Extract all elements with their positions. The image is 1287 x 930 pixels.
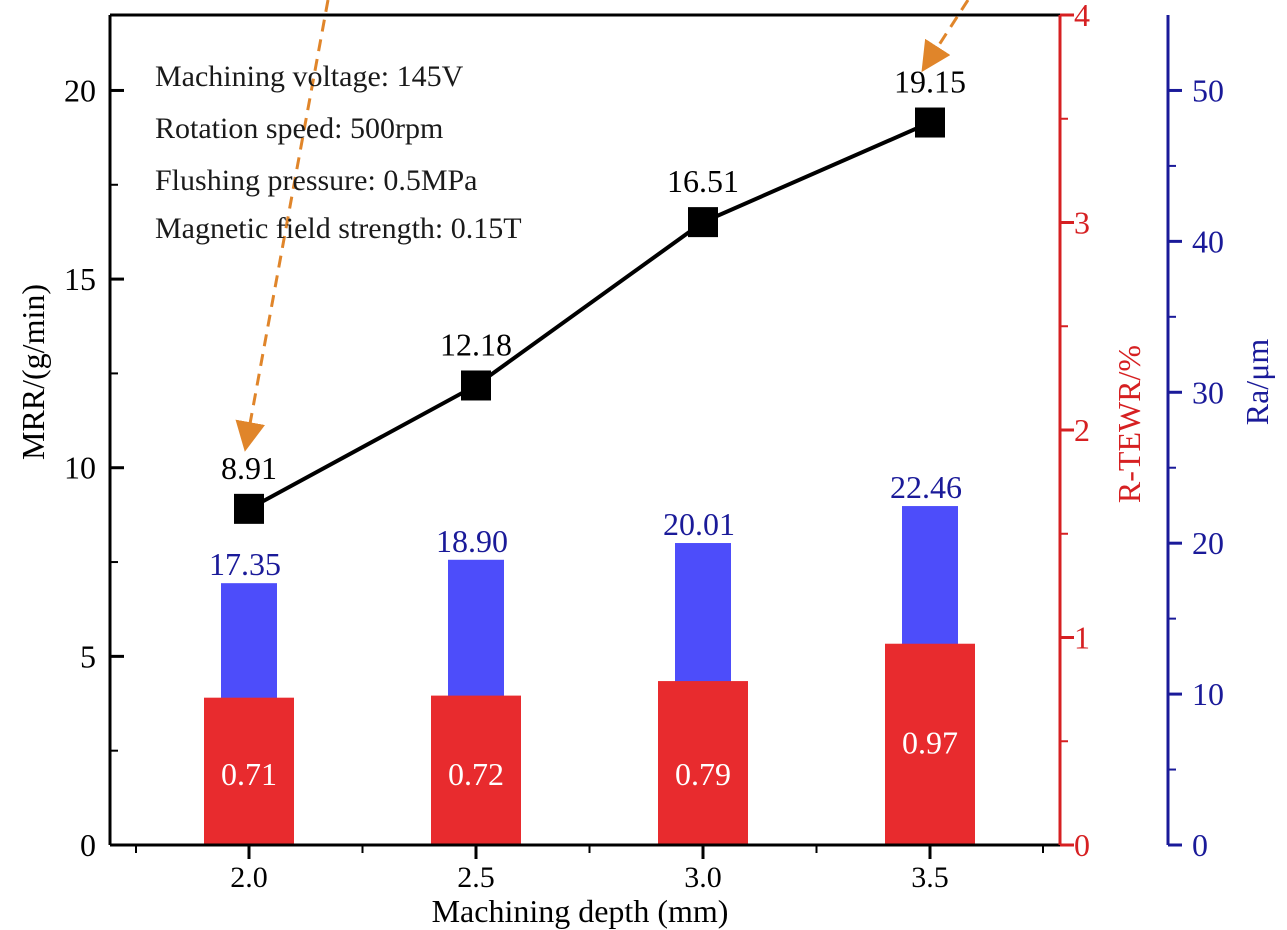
mrr-value-label-0: 8.91 bbox=[221, 450, 277, 486]
annotation-rotation-speed: Rotation speed: 500rpm bbox=[155, 112, 443, 145]
arrow-to-first-point bbox=[235, 0, 330, 452]
tewr-bar-2 bbox=[658, 681, 748, 845]
right-inner-tick-label-4: 4 bbox=[1074, 0, 1090, 33]
annotation-magnetic-field: Magnetic field strength: 0.15T bbox=[155, 212, 522, 245]
right-outer-tick-label-1: 10 bbox=[1192, 676, 1224, 712]
mrr-line bbox=[248, 120, 931, 511]
left-tick-label-0: 0 bbox=[80, 827, 96, 863]
line-layer bbox=[234, 107, 945, 524]
mrr-marker-2 bbox=[688, 207, 718, 238]
mrr-marker-0 bbox=[234, 493, 264, 524]
ra-value-label-1: 18.90 bbox=[436, 523, 508, 559]
ra-value-label-0: 17.35 bbox=[209, 546, 281, 582]
x-tick-label-2: 3.0 bbox=[684, 861, 722, 894]
tewr-bar-1 bbox=[431, 695, 521, 845]
tewr-value-label-3: 0.97 bbox=[902, 725, 958, 761]
left-axis-title: MRR/(g/min) bbox=[15, 284, 51, 460]
x-axis-title: Machining depth (mm) bbox=[432, 893, 729, 929]
right-inner-tick-label-2: 2 bbox=[1074, 412, 1090, 448]
left-tick-label-4: 20 bbox=[64, 72, 96, 108]
right-outer-axis-title: Ra/μm bbox=[1239, 339, 1275, 426]
right-inner-tick-label-1: 1 bbox=[1074, 620, 1090, 656]
x-tick-label-0: 2.0 bbox=[230, 861, 268, 894]
arrow-to-last-point bbox=[921, 0, 970, 73]
right-outer-tick-label-3: 30 bbox=[1192, 374, 1224, 410]
left-tick-label-2: 10 bbox=[64, 450, 96, 486]
annotation-voltage: Machining voltage: 145V bbox=[155, 60, 464, 93]
right-outer-tick-label-0: 0 bbox=[1192, 827, 1208, 863]
left-tick-label-1: 5 bbox=[80, 638, 96, 674]
tewr-bar-0 bbox=[204, 697, 294, 845]
bars-layer bbox=[204, 506, 975, 845]
mrr-marker-3 bbox=[915, 107, 945, 138]
right-inner-tick-label-0: 0 bbox=[1074, 827, 1090, 863]
right-inner-tick-label-3: 3 bbox=[1074, 205, 1090, 241]
tewr-value-label-0: 0.71 bbox=[221, 756, 277, 792]
tewr-value-label-1: 0.72 bbox=[448, 756, 504, 792]
right-outer-tick-label-2: 20 bbox=[1192, 525, 1224, 561]
right-outer-tick-label-5: 50 bbox=[1192, 72, 1224, 108]
annotation-flushing-pressure: Flushing pressure: 0.5MPa bbox=[155, 164, 478, 197]
mrr-value-label-2: 16.51 bbox=[667, 163, 739, 199]
right-inner-axis-title: R-TEWR/% bbox=[1111, 345, 1147, 503]
annotation-box: Machining voltage: 145V Rotation speed: … bbox=[155, 60, 522, 245]
right-outer-tick-label-4: 40 bbox=[1192, 223, 1224, 259]
labels-layer: 8.91 12.18 16.51 19.15 17.35 18.90 20.01 22.46 0… bbox=[209, 0, 970, 792]
mrr-value-label-1: 12.18 bbox=[440, 326, 512, 362]
ra-value-label-3: 22.46 bbox=[890, 469, 962, 505]
x-tick-label-1: 2.5 bbox=[457, 861, 495, 894]
ra-value-label-2: 20.01 bbox=[663, 506, 735, 542]
tewr-value-label-2: 0.79 bbox=[675, 756, 731, 792]
mrr-marker-1 bbox=[461, 370, 491, 401]
tewr-bar-3 bbox=[885, 643, 975, 845]
x-tick-label-3: 3.5 bbox=[911, 861, 949, 894]
mrr-value-label-3: 19.15 bbox=[894, 64, 966, 100]
left-tick-label-3: 15 bbox=[64, 261, 96, 297]
